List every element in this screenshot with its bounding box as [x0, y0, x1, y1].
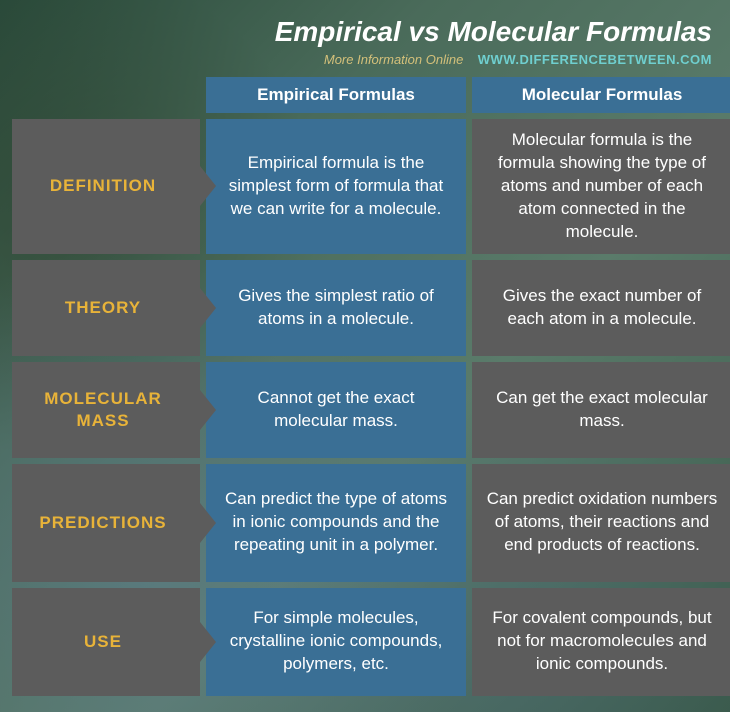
more-info-text: More Information Online	[324, 52, 463, 67]
cell-definition-empirical: Empirical formula is the simplest form o…	[206, 119, 466, 254]
cell-use-empirical: For simple molecules, crystalline ionic …	[206, 588, 466, 696]
cell-definition-molecular: Molecular formula is the formula showing…	[472, 119, 730, 254]
comparison-table: Empirical Formulas Molecular Formulas DE…	[6, 77, 724, 696]
row-label-definition: DEFINITION	[12, 119, 200, 254]
subtitle-bar: More Information Online WWW.DIFFERENCEBE…	[6, 52, 724, 77]
page-title: Empirical vs Molecular Formulas	[6, 6, 724, 52]
cell-theory-molecular: Gives the exact number of each atom in a…	[472, 260, 730, 356]
row-label-theory: THEORY	[12, 260, 200, 356]
column-header-empirical: Empirical Formulas	[206, 77, 466, 113]
header-blank	[12, 77, 200, 113]
infographic-container: Empirical vs Molecular Formulas More Inf…	[0, 0, 730, 702]
cell-mass-empirical: Cannot get the exact molecular mass.	[206, 362, 466, 458]
cell-theory-empirical: Gives the simplest ratio of atoms in a m…	[206, 260, 466, 356]
row-label-use: USE	[12, 588, 200, 696]
cell-predictions-molecular: Can predict oxidation numbers of atoms, …	[472, 464, 730, 582]
row-label-predictions: PREDICTIONS	[12, 464, 200, 582]
source-url: WWW.DIFFERENCEBETWEEN.COM	[478, 52, 712, 67]
cell-use-molecular: For covalent compounds, but not for macr…	[472, 588, 730, 696]
cell-mass-molecular: Can get the exact molecular mass.	[472, 362, 730, 458]
cell-predictions-empirical: Can predict the type of atoms in ionic c…	[206, 464, 466, 582]
column-header-molecular: Molecular Formulas	[472, 77, 730, 113]
row-label-mass: MOLECULAR MASS	[12, 362, 200, 458]
